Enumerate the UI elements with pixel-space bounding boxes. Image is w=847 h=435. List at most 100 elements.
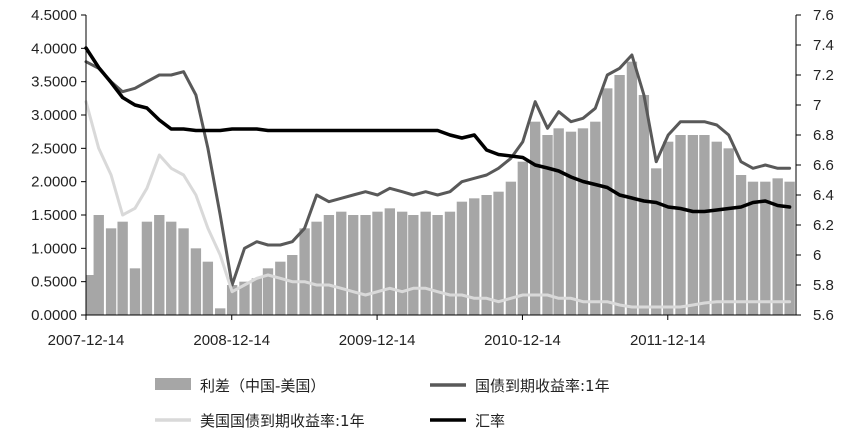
y-right-tick-label: 7.2 [813,67,834,84]
series-1-bar [93,215,104,315]
legend-item-series-4: 汇率 [430,412,505,430]
y-right-tick-label: 5.8 [813,277,834,294]
series-1-bar [323,215,335,315]
y-right-tick-label: 6 [813,247,821,264]
series-1-bar [141,221,153,315]
series-1-bar [239,281,250,315]
series-1-bar [517,161,529,315]
series-1-bar [226,285,238,315]
series-1-bar [565,131,577,315]
y-right-tick-label: 7.4 [813,37,834,54]
series-1-bar [372,211,383,315]
legend-label: 国债到期收益率:1年 [475,377,610,395]
y-left-tick-label: 2.5000 [31,140,77,157]
series-1-bar [675,135,686,315]
y-left-tick-label: 3.5000 [31,74,77,91]
y-right-tick-label: 6.4 [813,187,834,204]
series-1-bar [117,221,128,315]
series-1-bar [432,215,443,315]
y-left-tick-label: 1.5000 [31,207,77,224]
series-1-bar [251,278,263,315]
y-right-tick-label: 6.6 [813,157,834,174]
y-right-tick-label: 7.6 [813,7,834,24]
series-1-bar [129,268,141,315]
series-1-bar [420,211,431,315]
series-1-bar [687,135,699,315]
series-1-bar [299,228,310,315]
y-left-tick-label: 4.0000 [31,40,77,57]
series-1-bar [215,308,226,315]
series-1-bar [651,168,662,315]
series-1-bar [711,141,722,315]
series-1-bar [493,191,504,315]
series-1-bar [638,95,650,315]
series-1-bar [530,121,541,315]
series-1-bar [626,61,638,315]
series-1-bar [663,141,674,315]
series-1-bar [178,228,189,315]
y-left-tick-label: 3.0000 [31,107,77,124]
series-1-bar [444,211,456,315]
series-1-bar [190,248,202,315]
series-1-bar [397,211,408,315]
series-1-bar [166,221,177,315]
legend-item-series-2: 国债到期收益率:1年 [430,377,610,395]
series-1-bar [772,178,783,315]
series-1-bar [553,128,564,315]
y-right-tick-label: 6.8 [813,127,834,144]
y-right-tick-label: 6.2 [813,217,834,234]
series-1-bar [505,181,517,315]
x-tick-label: 2007-12-14 [48,332,125,349]
series-1-bar [577,128,589,315]
legend-label: 美国国债到期收益率:1年 [200,412,365,430]
series-1-bar [105,228,117,315]
legend-item-series-3: 美国国债到期收益率:1年 [155,412,365,430]
series-1-bar [481,195,492,315]
y-left-tick-label: 1.0000 [31,240,77,257]
series-1-bar [699,135,710,315]
series-1-bar [590,121,601,315]
y-left-tick-label: 2.0000 [31,174,77,191]
legend-label: 汇率 [475,412,505,430]
series-1-bar [735,175,747,315]
axes-layer: 0.0000 0.5000 1.0000 1.5000 2.0000 2.5000 3.00… [31,7,834,349]
series-1-bar [469,198,480,315]
series-1-bar [275,261,286,315]
series-1-bar [336,211,347,315]
x-tick-label: 2011-12-14 [630,332,706,349]
series-1-bar [723,148,734,315]
series-1-bar [262,268,274,315]
legend-label: 利差（中国-美国） [200,377,325,395]
x-tick-label: 2008-12-14 [193,332,270,349]
x-tick-label: 2009-12-14 [339,332,416,349]
series-1-bar [747,181,759,315]
series-1-bar [348,215,359,315]
y-left-tick-label: 0.5000 [31,274,77,291]
series-1-bar [384,208,396,315]
series-1-bar [154,215,165,315]
x-tick-label: 2010-12-14 [484,332,561,349]
y-right-tick-label: 7 [813,97,821,114]
series-1-bar [287,255,298,315]
y-left-tick-label: 4.5000 [31,7,77,24]
series-1-bar [86,275,97,315]
series-1-bar [760,181,771,315]
y-right-tick-label: 5.6 [813,307,834,324]
series-3-line [84,100,792,309]
series-1-bar [456,201,468,315]
series-1-bar [408,215,419,315]
legend-swatch [155,378,191,390]
series-1-bar [311,221,322,315]
series-1-bar [542,135,553,315]
series-4-line [84,46,792,214]
bar-layer [86,61,795,315]
legend-item-series-1: 利差（中国-美国） [155,377,325,395]
line-layer [84,46,792,309]
series-1-bar [784,181,795,315]
series-1-bar [602,88,613,315]
series-1-bar [360,215,371,315]
y-left-tick-label: 0.0000 [31,307,77,324]
